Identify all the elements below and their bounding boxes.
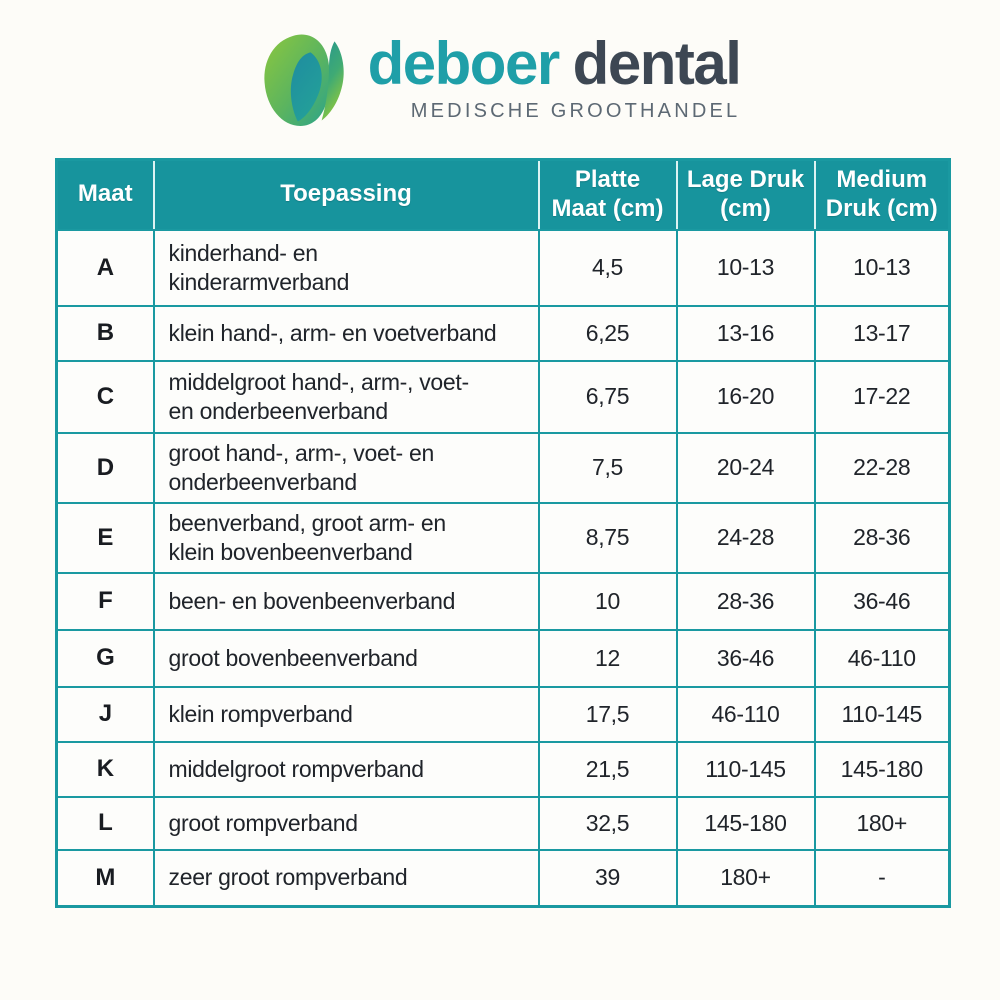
column-header-toepassing: Toepassing: [152, 158, 540, 231]
maat-cell: G: [55, 628, 155, 688]
column-header-platte-maat: Platte Maat (cm): [537, 158, 678, 231]
lage-druk-cell: 16-20: [675, 359, 816, 434]
lage-druk-cell: 28-36: [675, 571, 816, 631]
toepassing-cell: groot rompverband: [152, 795, 540, 851]
toepassing-cell: groot hand-, arm-, voet- en onderbeenver…: [152, 431, 540, 504]
table-row: D groot hand-, arm-, voet- en onderbeenv…: [55, 431, 951, 504]
lage-druk-cell: 180+: [675, 848, 816, 908]
maat-cell: E: [55, 501, 155, 574]
platte-maat-cell: 7,5: [537, 431, 678, 504]
tooth-logo-icon: [264, 34, 344, 127]
maat-cell: K: [55, 740, 155, 798]
toepassing-cell: middelgroot rompverband: [152, 740, 540, 798]
table-row: B klein hand-, arm- en voetverband 6,25 …: [55, 304, 951, 362]
toepassing-cell: klein hand-, arm- en voetverband: [152, 304, 540, 362]
maat-cell: A: [55, 228, 155, 307]
maat-cell: L: [55, 795, 155, 851]
lage-druk-cell: 46-110: [675, 685, 816, 743]
medium-druk-cell: 110-145: [813, 685, 951, 743]
platte-maat-cell: 6,75: [537, 359, 678, 434]
size-chart-table: Maat Toepassing Platte Maat (cm) Lage Dr…: [55, 158, 951, 908]
maat-cell: J: [55, 685, 155, 743]
medium-druk-cell: 36-46: [813, 571, 951, 631]
table-row: M zeer groot rompverband 39 180+ -: [55, 848, 951, 908]
maat-cell: F: [55, 571, 155, 631]
lage-druk-cell: 13-16: [675, 304, 816, 362]
maat-cell: D: [55, 431, 155, 504]
medium-druk-cell: 46-110: [813, 628, 951, 688]
medium-druk-cell: -: [813, 848, 951, 908]
medium-druk-cell: 17-22: [813, 359, 951, 434]
brand-name-secondary: dental: [572, 30, 742, 97]
toepassing-cell: been- en bovenbeenverband: [152, 571, 540, 631]
toepassing-cell: groot bovenbeenverband: [152, 628, 540, 688]
platte-maat-cell: 8,75: [537, 501, 678, 574]
platte-maat-cell: 21,5: [537, 740, 678, 798]
table-row: C middelgroot hand-, arm-, voet- en onde…: [55, 359, 951, 434]
column-header-lage-druk: Lage Druk (cm): [675, 158, 816, 231]
lage-druk-cell: 10-13: [675, 228, 816, 307]
table-row: K middelgroot rompverband 21,5 110-145 1…: [55, 740, 951, 798]
maat-cell: M: [55, 848, 155, 908]
table-row: J klein rompverband 17,5 46-110 110-145: [55, 685, 951, 743]
platte-maat-cell: 6,25: [537, 304, 678, 362]
medium-druk-cell: 10-13: [813, 228, 951, 307]
medium-druk-cell: 28-36: [813, 501, 951, 574]
column-header-maat: Maat: [55, 158, 155, 231]
logo-header: deboer dental MEDISCHE GROOTHANDEL: [0, 0, 1000, 140]
lage-druk-cell: 24-28: [675, 501, 816, 574]
column-header-medium-druk: Medium Druk (cm): [813, 158, 951, 231]
toepassing-cell: zeer groot rompverband: [152, 848, 540, 908]
platte-maat-cell: 12: [537, 628, 678, 688]
lage-druk-cell: 110-145: [675, 740, 816, 798]
table-row: E beenverband, groot arm- en klein boven…: [55, 501, 951, 574]
logo-subtitle: MEDISCHE GROOTHANDEL: [410, 100, 741, 122]
brand-name-primary: deboer: [367, 30, 561, 97]
platte-maat-cell: 32,5: [537, 795, 678, 851]
logo-wordmark: deboer dental: [367, 30, 742, 97]
platte-maat-cell: 17,5: [537, 685, 678, 743]
toepassing-cell: beenverband, groot arm- en klein bovenbe…: [152, 501, 540, 574]
platte-maat-cell: 10: [537, 571, 678, 631]
lage-druk-cell: 145-180: [675, 795, 816, 851]
table-row: G groot bovenbeenverband 12 36-46 46-110: [55, 628, 951, 688]
platte-maat-cell: 39: [537, 848, 678, 908]
table-body: A kinderhand- en kinderarmverband 4,5 10…: [55, 228, 951, 908]
table-header: Maat Toepassing Platte Maat (cm) Lage Dr…: [55, 158, 951, 231]
medium-druk-cell: 180+: [813, 795, 951, 851]
maat-cell: B: [55, 304, 155, 362]
maat-cell: C: [55, 359, 155, 434]
medium-druk-cell: 13-17: [813, 304, 951, 362]
table-row: L groot rompverband 32,5 145-180 180+: [55, 795, 951, 851]
logo-wordmark-block: deboer dental MEDISCHE GROOTHANDEL: [367, 28, 742, 123]
lage-druk-cell: 20-24: [675, 431, 816, 504]
table-row: A kinderhand- en kinderarmverband 4,5 10…: [55, 228, 951, 307]
table-row: F been- en bovenbeenverband 10 28-36 36-…: [55, 571, 951, 631]
toepassing-cell: middelgroot hand-, arm-, voet- en onderb…: [152, 359, 540, 434]
medium-druk-cell: 22-28: [813, 431, 951, 504]
medium-druk-cell: 145-180: [813, 740, 951, 798]
lage-druk-cell: 36-46: [675, 628, 816, 688]
toepassing-cell: klein rompverband: [152, 685, 540, 743]
platte-maat-cell: 4,5: [537, 228, 678, 307]
toepassing-cell: kinderhand- en kinderarmverband: [152, 228, 540, 307]
